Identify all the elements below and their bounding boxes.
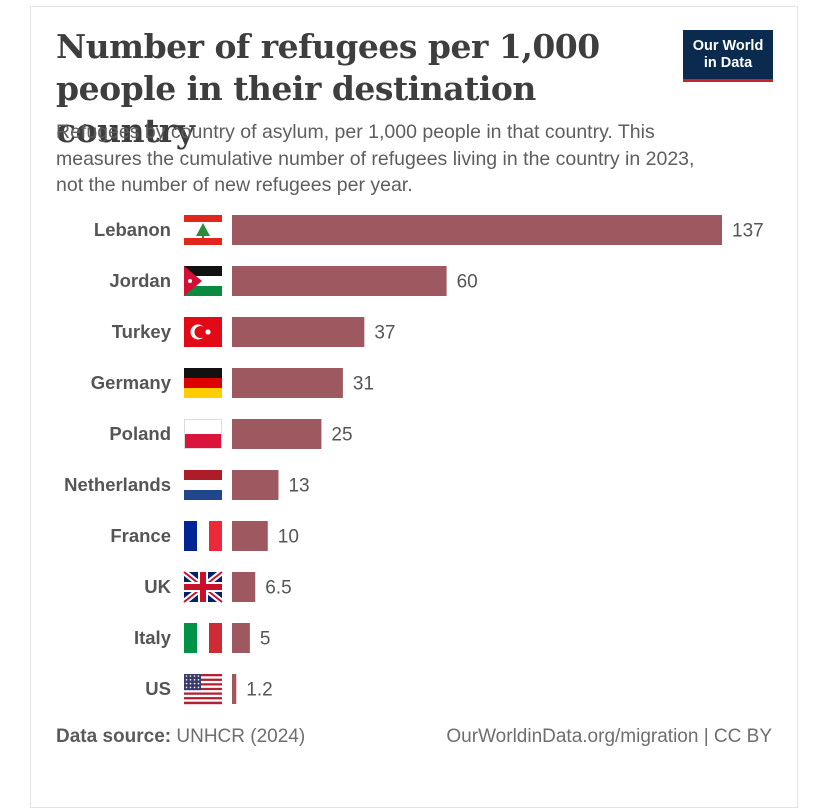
logo-line-2: in Data xyxy=(703,55,753,71)
flag-lebanon-icon xyxy=(184,215,222,245)
category-label: Germany xyxy=(91,372,172,393)
flag-turkey-icon xyxy=(184,317,222,347)
category-label: UK xyxy=(144,576,171,597)
value-label: 37 xyxy=(374,323,395,344)
bar[interactable] xyxy=(232,623,250,653)
value-label: 60 xyxy=(457,272,478,293)
data-source: Data source: UNHCR (2024) xyxy=(56,726,305,748)
category-label: Turkey xyxy=(112,321,172,342)
source-link[interactable]: OurWorldinData.org/migration | CC BY xyxy=(446,726,772,747)
bar[interactable] xyxy=(232,317,365,347)
value-label: 5 xyxy=(260,629,271,650)
flag-jordan-icon xyxy=(184,266,222,296)
category-label: Poland xyxy=(109,423,171,444)
bar[interactable] xyxy=(232,266,447,296)
value-label: 6.5 xyxy=(265,578,291,599)
chart-card xyxy=(30,6,798,808)
bar[interactable] xyxy=(232,521,268,551)
bar[interactable] xyxy=(232,572,256,602)
owid-logo[interactable]: Our World in Data xyxy=(683,30,773,82)
bar[interactable] xyxy=(232,215,722,245)
flag-italy-icon xyxy=(184,623,222,653)
category-label: US xyxy=(145,678,171,699)
flag-germany-icon xyxy=(184,368,222,398)
logo-line-1: Our World xyxy=(692,38,764,54)
flag-us-icon xyxy=(184,674,222,705)
value-label: 25 xyxy=(331,425,352,446)
category-label: Jordan xyxy=(109,270,171,291)
chart-subtitle: Refugees by country of asylum, per 1,000… xyxy=(56,121,695,196)
category-label: Italy xyxy=(134,627,172,648)
bar[interactable] xyxy=(232,674,237,704)
flag-france-icon xyxy=(184,521,222,551)
bar[interactable] xyxy=(232,368,343,398)
value-label: 10 xyxy=(278,527,299,548)
category-label: Netherlands xyxy=(64,474,171,495)
chart-title: Number of refugees per 1,000 people in t… xyxy=(56,27,600,150)
flag-netherlands-icon xyxy=(184,470,222,500)
bar[interactable] xyxy=(232,419,322,449)
data-source-label: Data source: xyxy=(56,726,172,747)
value-label: 1.2 xyxy=(246,680,272,701)
flag-poland-icon xyxy=(184,419,222,449)
data-source-value: UNHCR (2024) xyxy=(176,726,306,747)
flag-uk-icon xyxy=(182,569,224,605)
value-label: 31 xyxy=(353,374,374,395)
category-label: France xyxy=(110,525,171,546)
value-label: 137 xyxy=(732,221,764,242)
bar[interactable] xyxy=(232,470,279,500)
category-label: Lebanon xyxy=(94,219,171,240)
value-label: 13 xyxy=(288,476,309,497)
